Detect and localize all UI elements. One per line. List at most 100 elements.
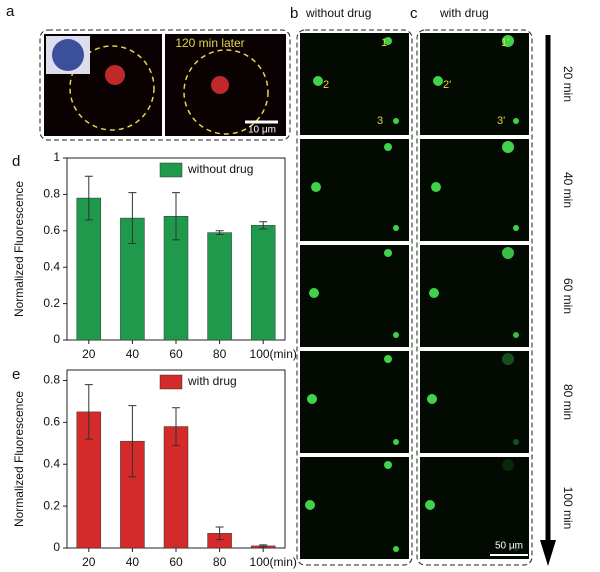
panel-label: d xyxy=(12,153,20,170)
error-bar xyxy=(84,384,93,440)
cell xyxy=(211,76,229,94)
cell xyxy=(393,546,399,552)
micrograph xyxy=(420,457,529,559)
error-bar xyxy=(215,526,224,541)
cell xyxy=(425,500,435,510)
cell-label: 3 xyxy=(377,115,383,127)
cell xyxy=(393,225,399,231)
cell xyxy=(502,141,514,153)
error-bar xyxy=(172,407,180,446)
time-label: 20 min xyxy=(561,66,575,102)
cell xyxy=(384,355,392,363)
scale-label: 10 μm xyxy=(248,125,276,136)
y-tick-label: 0.8 xyxy=(43,373,60,387)
y-tick-label: 0.2 xyxy=(43,296,60,310)
cell xyxy=(513,225,519,231)
legend-label: with drug xyxy=(187,374,237,388)
cell xyxy=(384,37,392,45)
error-bar xyxy=(128,405,137,478)
cell xyxy=(384,461,392,469)
bar xyxy=(163,426,189,549)
panel-frame xyxy=(296,29,413,566)
cell xyxy=(313,76,323,86)
y-tick-label: 0.4 xyxy=(43,456,60,470)
micrograph xyxy=(420,245,529,347)
x-tick-label: 40 xyxy=(126,347,140,361)
cell-label: 1' xyxy=(501,37,509,49)
cell xyxy=(427,394,437,404)
error-bar xyxy=(259,221,268,230)
panel-label: b xyxy=(290,5,298,22)
panel-title: without drug xyxy=(305,6,371,20)
cell xyxy=(513,118,519,124)
cell xyxy=(513,546,519,552)
x-tick-label: 100(min) xyxy=(250,555,297,569)
panel-label: c xyxy=(410,5,418,22)
caption: 120 min later xyxy=(175,36,244,50)
outline xyxy=(69,45,155,131)
time-label: 60 min xyxy=(561,278,575,314)
cell xyxy=(393,118,399,124)
panel-frame xyxy=(416,29,533,566)
y-axis-label: Normalized Fluorescence xyxy=(12,391,26,527)
y-tick-label: 0 xyxy=(53,540,60,554)
error-bar xyxy=(128,192,137,245)
y-tick-label: 0.4 xyxy=(43,259,60,273)
inset-well xyxy=(52,39,84,71)
y-tick-label: 1 xyxy=(53,150,60,164)
outline xyxy=(183,49,269,135)
cell xyxy=(513,332,519,338)
error-bar xyxy=(84,175,93,221)
y-tick-label: 0.6 xyxy=(43,415,60,429)
y-tick-label: 0.6 xyxy=(43,223,60,237)
cell xyxy=(311,182,321,192)
time-label: 40 min xyxy=(561,172,575,208)
arrow-head xyxy=(540,540,556,566)
cell xyxy=(305,500,315,510)
panel-a-frame xyxy=(39,29,291,141)
cell xyxy=(429,288,439,298)
micrograph xyxy=(300,245,409,347)
micrograph xyxy=(300,457,409,559)
panel-title: with drug xyxy=(439,6,489,20)
x-tick-label: 80 xyxy=(213,347,227,361)
y-tick-label: 0.8 xyxy=(43,187,60,201)
legend-swatch xyxy=(159,374,183,390)
error-bar xyxy=(259,544,268,548)
x-tick-label: 40 xyxy=(126,555,140,569)
x-tick-label: 100(min) xyxy=(250,347,297,361)
cell xyxy=(393,332,399,338)
scale-label: 50 μm xyxy=(495,541,523,552)
x-tick-label: 80 xyxy=(213,555,227,569)
cell xyxy=(433,76,443,86)
micrograph xyxy=(420,351,529,453)
x-tick-label: 60 xyxy=(169,555,183,569)
cell-label: 2 xyxy=(323,79,329,91)
cell xyxy=(307,394,317,404)
error-bar xyxy=(172,192,180,241)
x-tick-label: 20 xyxy=(82,347,96,361)
cell xyxy=(384,249,392,257)
panel-label: e xyxy=(12,366,20,383)
cell xyxy=(384,143,392,151)
y-axis-label: Normalized Fluorescence xyxy=(12,181,26,317)
cell-label: 3' xyxy=(497,115,505,127)
error-bar xyxy=(215,230,224,235)
legend-label: without drug xyxy=(187,162,253,176)
x-tick-label: 20 xyxy=(82,555,96,569)
bar xyxy=(207,232,232,341)
panel-label: a xyxy=(6,3,15,20)
time-label: 100 min xyxy=(561,487,575,530)
cell xyxy=(393,439,399,445)
cell xyxy=(502,459,514,471)
bar xyxy=(250,225,276,341)
cell xyxy=(309,288,319,298)
cell xyxy=(105,65,125,85)
cell xyxy=(502,35,514,47)
y-tick-label: 0 xyxy=(53,332,60,346)
cell xyxy=(431,182,441,192)
legend-swatch xyxy=(159,162,183,178)
cell-label: 1 xyxy=(381,37,387,49)
micrograph xyxy=(300,351,409,453)
